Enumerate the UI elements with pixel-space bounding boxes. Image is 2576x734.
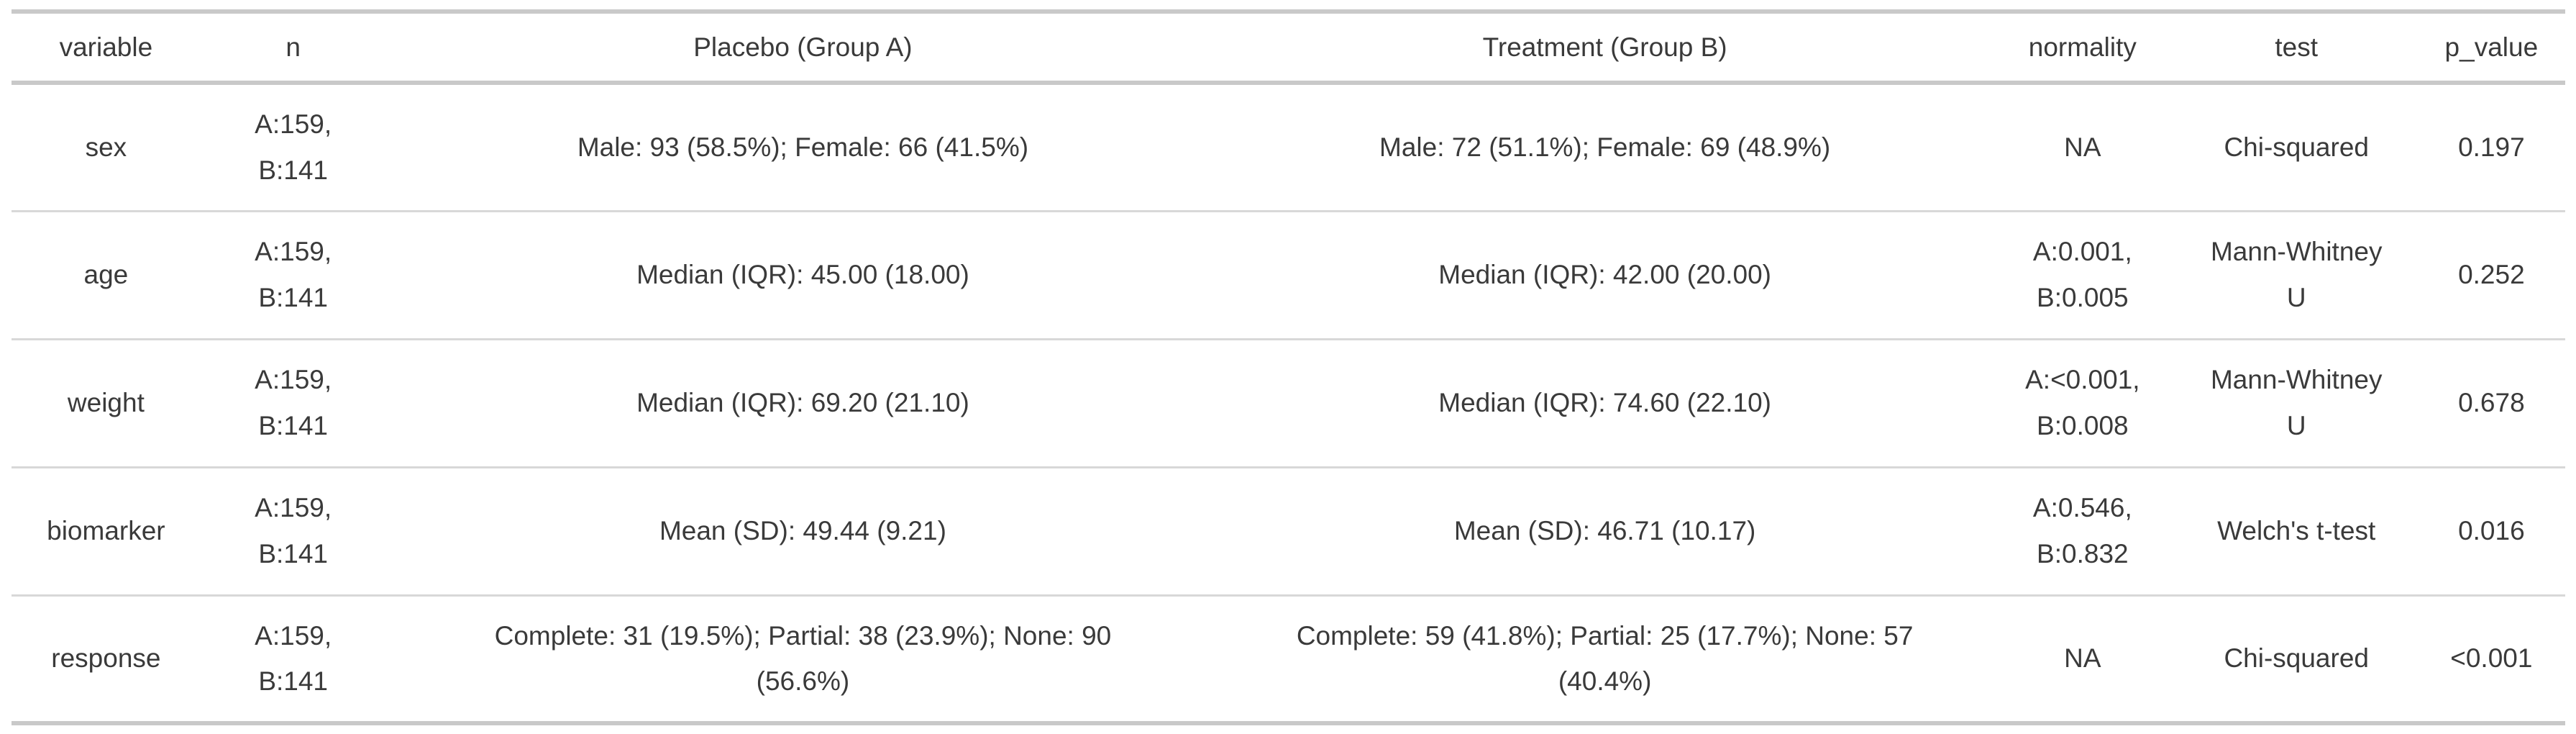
cell-p-value: 0.678 [2458,388,2525,418]
cell-n: A:159, B:141 [255,109,332,185]
column-header-variable: variable [59,32,153,62]
cell-test: Welch's t-test [2217,516,2376,546]
cell-variable: biomarker [47,516,165,546]
cell-n: A:159, B:141 [255,493,332,568]
cell-normality: NA [2064,643,2101,674]
cell-test: Mann-Whitney U [2210,365,2383,440]
cell-p-value: 0.197 [2458,132,2525,162]
cell-test: Chi-squared [2224,643,2369,674]
cell-normality: A:0.001, B:0.005 [2032,237,2132,312]
table-body: sex A:159, B:141 Male: 93 (58.5%); Femal… [12,83,2565,723]
cell-placebo: Mean (SD): 49.44 (9.21) [659,516,946,546]
cell-p-value: <0.001 [2450,643,2533,674]
column-header-p-value: p_value [2444,32,2539,62]
table-row-age: age A:159, B:141 Median (IQR): 45.00 (18… [12,211,2565,339]
cell-test: Chi-squared [2224,132,2369,162]
cell-treatment: Median (IQR): 42.00 (20.00) [1438,260,1771,290]
cell-p-value: 0.016 [2458,516,2525,546]
cell-variable: response [51,643,161,674]
cell-placebo: Male: 93 (58.5%); Female: 66 (41.5%) [577,132,1029,162]
cell-placebo: Median (IQR): 45.00 (18.00) [636,260,969,290]
cell-normality: A:<0.001, B:0.008 [2025,365,2140,440]
table-row-response: response A:159, B:141 Complete: 31 (19.5… [12,595,2565,723]
cell-variable: weight [67,388,145,418]
cell-placebo: Median (IQR): 69.20 (21.10) [636,388,969,418]
cell-normality: NA [2064,132,2101,162]
cell-p-value: 0.252 [2458,260,2525,290]
table-header: variable n Placebo (Group A) Treatment (… [12,12,2565,83]
cell-variable: sex [85,132,127,162]
cell-treatment: Male: 72 (51.1%); Female: 69 (48.9%) [1379,132,1831,162]
cell-test: Mann-Whitney U [2210,237,2383,312]
header-row: variable n Placebo (Group A) Treatment (… [12,12,2565,83]
column-header-test: test [2275,32,2319,62]
column-header-normality: normality [2028,32,2137,62]
table-row-sex: sex A:159, B:141 Male: 93 (58.5%); Femal… [12,83,2565,211]
cell-treatment: Median (IQR): 74.60 (22.10) [1438,388,1771,418]
column-header-placebo: Placebo (Group A) [693,32,913,62]
cell-treatment: Mean (SD): 46.71 (10.17) [1453,516,1756,546]
cell-placebo: Complete: 31 (19.5%); Partial: 38 (23.9%… [494,620,1112,697]
column-header-treatment: Treatment (Group B) [1482,32,1727,62]
cell-normality: A:0.546, B:0.832 [2032,493,2132,568]
cell-n: A:159, B:141 [255,365,332,440]
cell-n: A:159, B:141 [255,620,332,697]
table-row-biomarker: biomarker A:159, B:141 Mean (SD): 49.44 … [12,467,2565,595]
table-row-weight: weight A:159, B:141 Median (IQR): 69.20 … [12,339,2565,467]
statistical-summary-table: variable n Placebo (Group A) Treatment (… [12,9,2565,725]
cell-variable: age [83,260,129,290]
cell-n: A:159, B:141 [255,237,332,312]
column-header-n: n [286,32,301,62]
cell-treatment: Complete: 59 (41.8%); Partial: 25 (17.7%… [1296,620,1914,697]
